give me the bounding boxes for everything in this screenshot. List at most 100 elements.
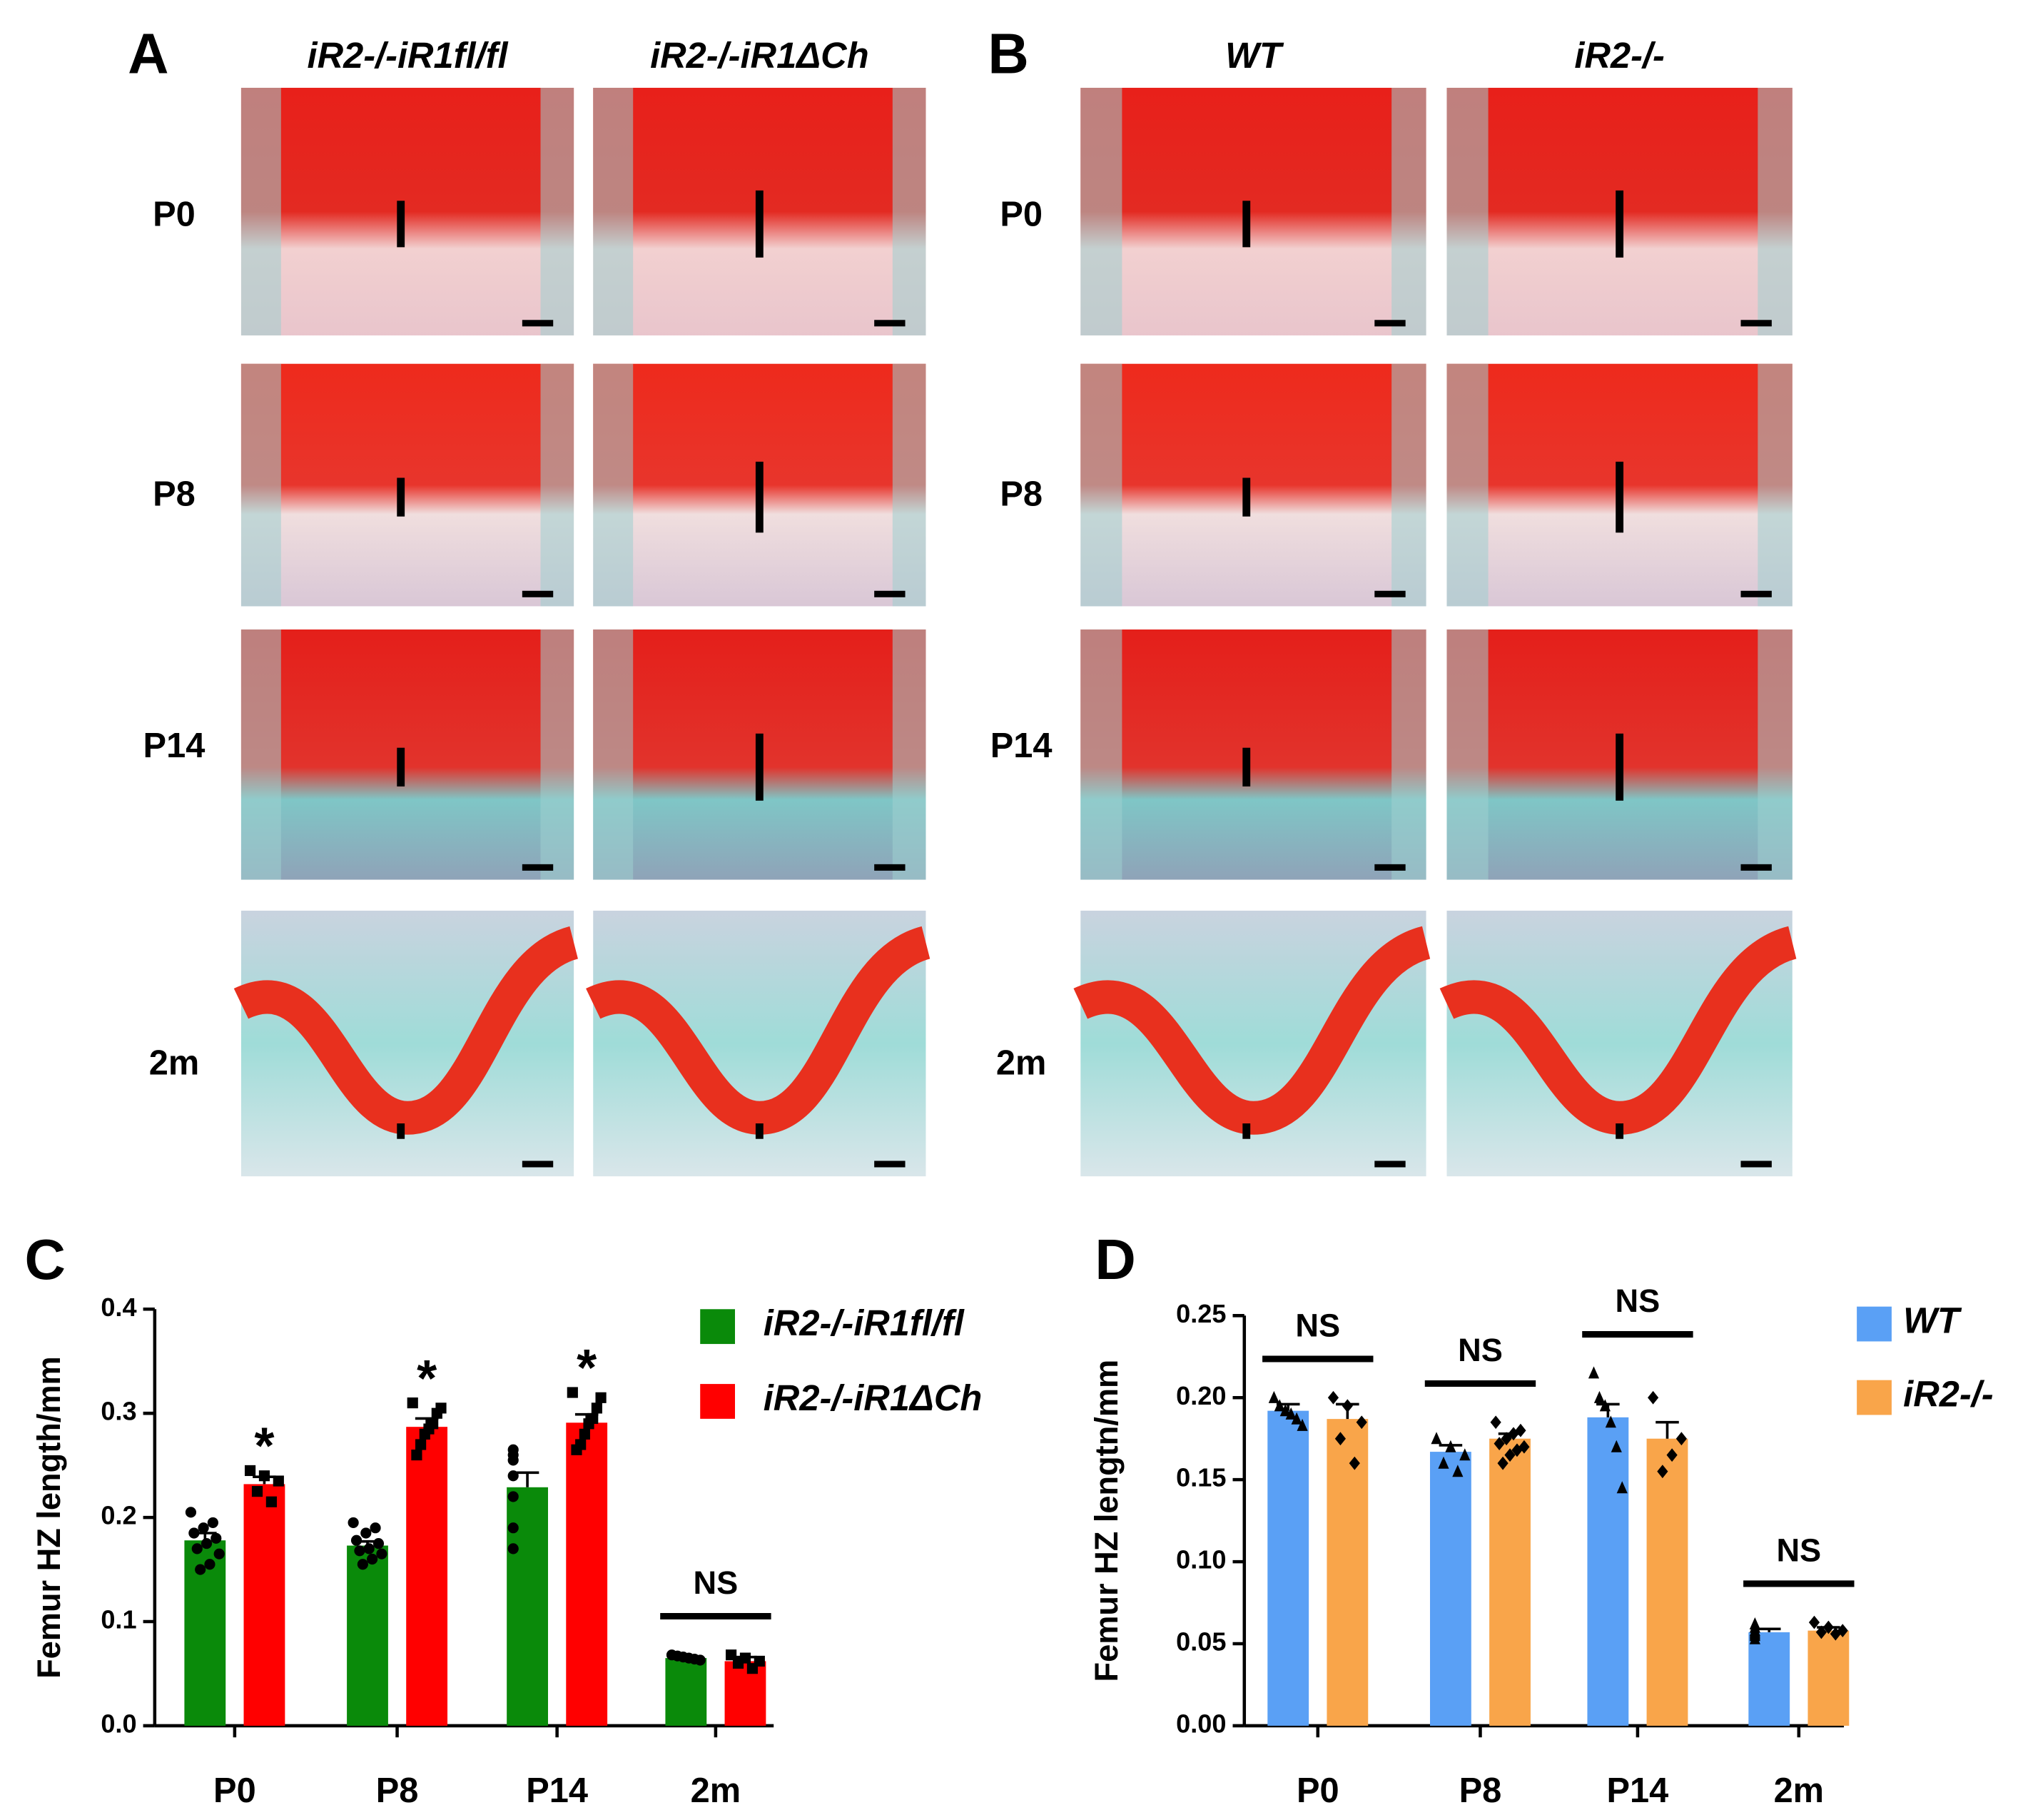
data-point: [507, 1455, 519, 1466]
bar: [665, 1658, 707, 1726]
histology-image: [1080, 363, 1426, 607]
row-label: P0: [1000, 196, 1043, 234]
hz-bar: [755, 461, 764, 533]
data-point: [407, 1397, 418, 1409]
cartilage-band: [233, 926, 579, 1135]
hz-bar: [1242, 201, 1251, 248]
side-tissue: [593, 363, 634, 607]
data-point: [204, 1559, 216, 1570]
side-tissue: [540, 363, 574, 607]
data-point: [1342, 1399, 1353, 1413]
x-tick-label: P8: [1459, 1771, 1502, 1810]
x-tick-label: P0: [213, 1771, 256, 1810]
data-point: [1438, 1456, 1449, 1469]
data-point: [1334, 1432, 1346, 1446]
data-point: [367, 1553, 378, 1565]
x-tick-label: 2m: [691, 1771, 741, 1810]
data-point: [357, 1559, 368, 1570]
bar: [1748, 1632, 1790, 1726]
legend-swatch: [700, 1384, 736, 1419]
y-tick-label: 0.4: [101, 1293, 136, 1322]
legend-label: iR2-/-iR1fl/fl: [764, 1303, 965, 1343]
data-point: [567, 1387, 578, 1398]
legend-label: iR2-/-iR1ΔCh: [764, 1377, 983, 1418]
data-point: [415, 1439, 427, 1450]
data-point: [273, 1475, 284, 1487]
data-point: [1605, 1415, 1616, 1428]
scale-bar: [522, 1161, 554, 1168]
y-axis-label: Femur HZ lengtn/mm: [1088, 1360, 1125, 1682]
row-label: 2m: [149, 1044, 199, 1083]
error-bar: [1656, 1420, 1679, 1439]
error-bar: [1757, 1627, 1781, 1632]
hz-bar: [755, 1123, 764, 1139]
data-point: [1274, 1399, 1285, 1412]
hz-bar: [397, 747, 405, 787]
annotation: *: [577, 1340, 597, 1397]
scale-bar: [874, 864, 906, 871]
data-point: [1497, 1456, 1509, 1470]
data-point: [185, 1507, 197, 1518]
data-point: [1490, 1415, 1501, 1430]
histology-image: [1080, 629, 1426, 880]
data-point: [694, 1654, 706, 1666]
data-point: [1648, 1390, 1659, 1405]
panel-letter: D: [1095, 1228, 1135, 1291]
hz-bar: [1616, 1123, 1624, 1139]
data-point: [258, 1470, 270, 1482]
y-tick-label: 0.1: [101, 1605, 136, 1634]
hz-bar: [1616, 461, 1624, 533]
hz-bar: [1242, 1123, 1251, 1139]
cartilage-band: [586, 926, 931, 1135]
bar: [406, 1427, 448, 1726]
scale-bar: [1374, 864, 1406, 871]
data-point: [507, 1522, 519, 1534]
data-point: [244, 1465, 256, 1477]
data-point: [1666, 1448, 1678, 1462]
data-point: [251, 1486, 263, 1497]
column-label: iR2-/-: [1574, 35, 1664, 76]
bar: [1267, 1410, 1309, 1726]
scale-bar: [522, 590, 554, 597]
legend-label: iR2-/-: [1903, 1374, 1993, 1415]
data-point: [1445, 1440, 1456, 1452]
bar: [1587, 1417, 1629, 1726]
row-label: P8: [1000, 475, 1043, 514]
data-point: [595, 1392, 607, 1403]
data-point: [591, 1402, 602, 1414]
bar: [1646, 1438, 1688, 1726]
scale-bar: [1740, 590, 1772, 597]
panel-letter: B: [988, 21, 1028, 85]
histology-image: [240, 363, 574, 607]
y-axis-label: Femur HZ length/mm: [31, 1356, 67, 1679]
hz-bar: [1242, 477, 1251, 517]
data-point: [198, 1522, 209, 1534]
x-tick-label: P14: [1607, 1771, 1669, 1810]
y-tick-label: 0.00: [1176, 1709, 1226, 1738]
cartilage-band: [1439, 926, 1798, 1135]
data-point: [571, 1444, 582, 1455]
hz-bar: [397, 1123, 405, 1139]
side-tissue: [240, 629, 281, 880]
data-point: [1494, 1437, 1505, 1450]
histology-image: [1080, 88, 1426, 335]
histology-image: [240, 910, 574, 1177]
side-tissue: [540, 629, 574, 880]
data-point: [1459, 1448, 1471, 1461]
side-tissue: [892, 88, 926, 335]
side-tissue: [892, 363, 926, 607]
data-point: [1593, 1390, 1606, 1403]
data-point: [372, 1538, 385, 1549]
column-label: iR2-/-iR1fl/fl: [308, 35, 509, 76]
data-point: [191, 1543, 203, 1554]
cartilage-band: [1073, 926, 1431, 1135]
histology-image: [240, 88, 574, 335]
data-point: [746, 1663, 758, 1674]
y-tick-label: 0.05: [1176, 1627, 1226, 1657]
panel-letter: C: [25, 1228, 66, 1291]
data-point: [725, 1649, 737, 1661]
data-point: [201, 1538, 213, 1549]
hz-bar: [755, 190, 764, 258]
data-point: [195, 1564, 206, 1575]
